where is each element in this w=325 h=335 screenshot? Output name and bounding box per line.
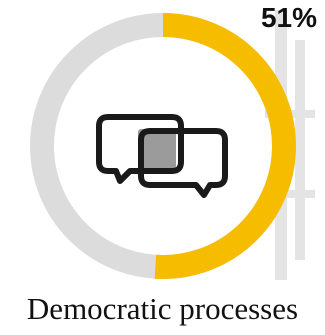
speech-bubbles-icon — [96, 114, 228, 198]
donut-chart — [30, 13, 296, 279]
donut-slice-filled — [154, 13, 296, 279]
percent-label: 51% — [260, 2, 317, 33]
chart-title: Democratic processes — [26, 291, 299, 326]
